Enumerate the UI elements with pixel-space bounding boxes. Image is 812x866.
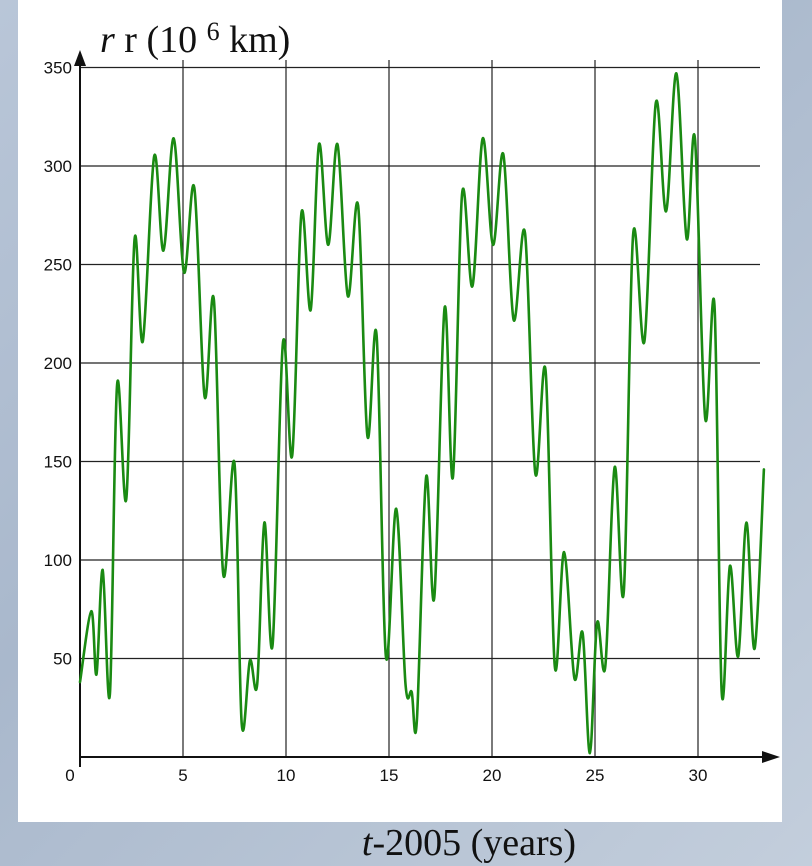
series-line <box>78 72 766 755</box>
y-axis-arrow <box>74 50 86 66</box>
y-tick-label-100: 100 <box>44 551 72 570</box>
y-axis-label-exponent: 6 <box>207 17 220 46</box>
y-axis-label: r r (10 6 km) <box>100 7 290 61</box>
x-axis-label-variable: t <box>362 822 374 864</box>
x-tick-label-0: 0 <box>65 766 74 785</box>
x-axis-label-area: t-2005 (years) <box>362 822 576 864</box>
y-tick-label-50: 50 <box>53 650 72 669</box>
x-axis-label-text: -2005 (years) <box>372 822 576 864</box>
x-tick-label-25: 25 <box>586 766 605 785</box>
chart-svg: 50 100 150 200 250 300 350 0 5 10 15 20 25 30 r r (10… <box>44 7 780 786</box>
axes <box>74 50 780 767</box>
x-tick-label-10: 10 <box>277 766 296 785</box>
y-axis-label-unit: km) <box>229 19 290 61</box>
x-axis-arrow <box>762 751 780 763</box>
x-tick-label-20: 20 <box>483 766 502 785</box>
x-axis-label: t-2005 (years) <box>362 822 576 864</box>
y-tick-label-200: 200 <box>44 354 72 373</box>
x-tick-label-15: 15 <box>380 766 399 785</box>
x-tick-label-5: 5 <box>178 766 187 785</box>
plot-panel: 50 100 150 200 250 300 350 0 5 10 15 20 25 30 r r (10… <box>18 0 782 822</box>
x-tick-label-30: 30 <box>689 766 708 785</box>
y-axis-symbol: r <box>100 19 115 61</box>
y-tick-label-250: 250 <box>44 256 72 275</box>
y-tick-label-350: 350 <box>44 59 72 78</box>
y-tick-label-150: 150 <box>44 453 72 472</box>
y-axis-label-text: r (10 <box>124 19 197 61</box>
tick-labels: 50 100 150 200 250 300 350 0 5 10 15 20 25 30 <box>44 59 708 786</box>
y-tick-label-300: 300 <box>44 157 72 176</box>
